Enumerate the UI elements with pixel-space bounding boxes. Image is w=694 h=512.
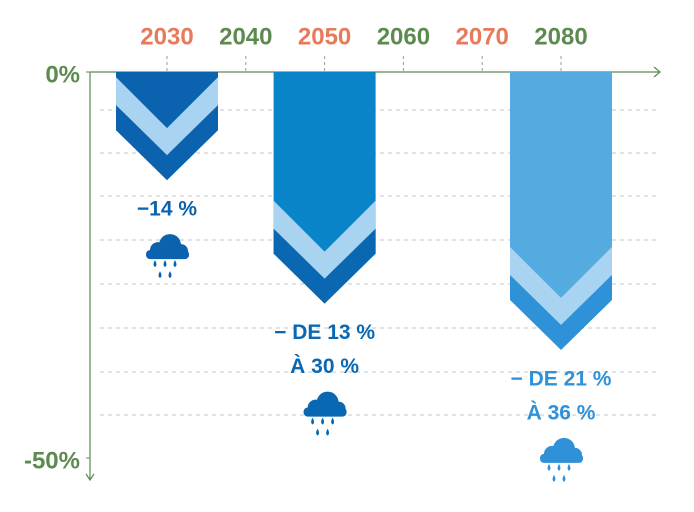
rain-drop [311,417,315,425]
value-label: − DE 21 % [511,367,612,390]
x-tick-label: 2030 [140,23,193,50]
rain-drop [173,260,177,268]
rain-drop [557,463,561,471]
rain-drop [547,463,551,471]
rain-drop [153,260,157,268]
bar-band [510,246,612,325]
rain-drop [321,417,325,425]
bar-tip [273,228,376,304]
rain-cloud-icon [540,437,583,482]
rain-drop [331,417,335,425]
value-label: −14 % [137,198,197,221]
value-label: À 30 % [290,355,359,378]
cloud-part [146,250,189,260]
rain-drop [316,428,320,436]
x-tick-label: 2060 [377,23,430,50]
value-label: − DE 13 % [274,321,375,344]
rain-cloud-icon [303,391,347,436]
rain-drop [163,260,167,268]
y-tick-label: -50% [24,447,80,474]
x-axis-arrow [653,66,661,78]
x-tick-label: 2070 [456,23,509,50]
y-tick-label: 0% [45,61,80,88]
x-tick-label: 2040 [219,23,272,50]
rain-drop [326,428,330,436]
bar-band [116,77,218,156]
cloud-part [303,407,347,417]
rain-drop [562,474,566,482]
rain-drop [168,271,172,279]
bar-tip [510,274,612,350]
rain-cloud-icon [146,234,189,279]
x-tick-label: 2080 [534,23,587,50]
rain-drop [158,271,162,279]
cloud-part [540,453,583,463]
value-label: À 36 % [527,401,596,424]
y-axis-arrow [85,473,95,482]
bar-tip [116,105,218,181]
bar-band [273,200,376,279]
rain-drop [567,463,571,471]
rain-drop [552,474,556,482]
x-tick-label: 2050 [298,23,351,50]
